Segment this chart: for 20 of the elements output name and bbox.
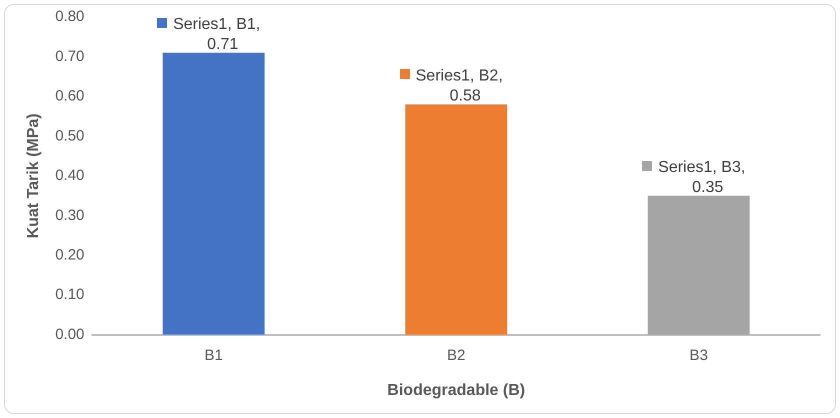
y-tick-label: 0.60 (55, 88, 84, 105)
y-tick-label: 0.50 (55, 127, 84, 144)
x-tick-label: B1 (204, 346, 223, 364)
y-tick-label: 0.80 (55, 8, 84, 26)
x-tick-label: B3 (690, 346, 708, 364)
y-axis-title: Kuat Tarik (MPa) (25, 113, 42, 238)
data-label: Series1, B1, 0.71 (173, 16, 260, 53)
data-label: Series1, B2, 0.58 (416, 67, 503, 104)
bar (162, 52, 265, 335)
y-tick-label: 0.00 (55, 326, 84, 343)
y-tick-label: 0.10 (55, 286, 84, 304)
x-tick-label: B2 (447, 346, 466, 364)
bar (405, 104, 508, 335)
x-axis-title: Biodegradable (B) (387, 382, 526, 399)
data-label: Series1, B3, 0.35 (658, 158, 746, 196)
y-tick-label: 0.70 (55, 48, 84, 65)
y-tick-label: 0.40 (55, 167, 84, 184)
bar (648, 196, 750, 335)
y-tick-label: 0.20 (55, 246, 84, 264)
y-tick-label: 0.30 (55, 206, 84, 224)
